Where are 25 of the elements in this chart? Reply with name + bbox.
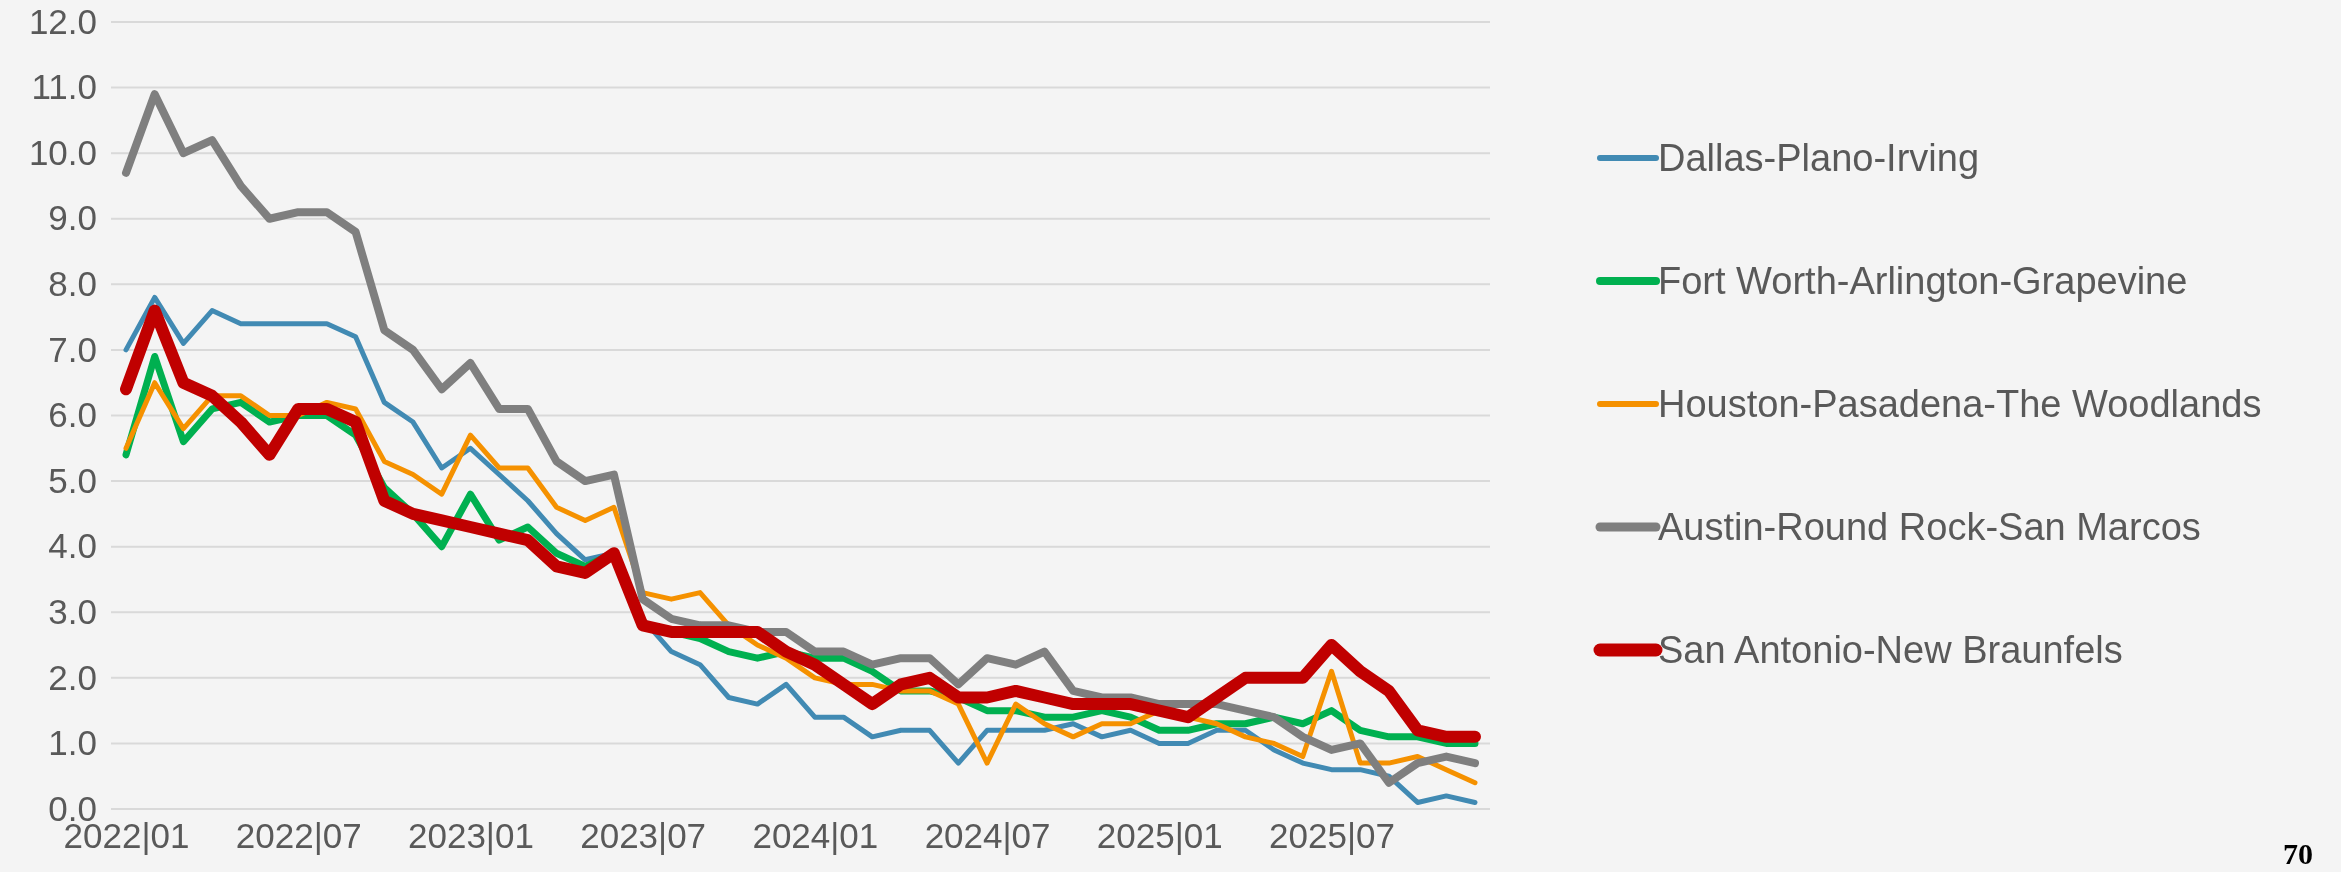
y-tick-label: 11.0	[31, 67, 97, 107]
y-tick-label: 7.0	[48, 329, 97, 369]
x-tick-label: 2022|07	[235, 815, 362, 855]
x-tick-label: 2023|01	[407, 815, 534, 855]
y-tick-label: 6.0	[48, 395, 97, 435]
legend-label: Fort Worth-Arlington-Grapevine	[1658, 260, 2188, 303]
legend-label: Austin-Round Rock-San Marcos	[1658, 506, 2201, 549]
y-tick-label: 9.0	[48, 198, 97, 238]
x-tick-label: 2024|07	[924, 815, 1051, 855]
y-tick-label: 12.0	[28, 1, 97, 41]
y-tick-label: 5.0	[48, 460, 97, 500]
text: 70	[2283, 837, 2313, 870]
legend-label: Houston-Pasadena-The Woodlands	[1658, 383, 2262, 426]
x-tick-label: 2025|01	[1096, 815, 1223, 855]
y-tick-label: 1.0	[48, 723, 97, 763]
y-tick-label: 8.0	[48, 264, 97, 304]
x-tick-label: 2024|01	[752, 815, 879, 855]
legend-label: Dallas-Plano-Irving	[1658, 137, 1980, 180]
legend-label: San Antonio-New Braunfels	[1658, 629, 2123, 672]
y-tick-label: 3.0	[48, 591, 97, 631]
y-tick-label: 2.0	[48, 657, 97, 697]
x-tick-label: 2023|07	[580, 815, 707, 855]
y-tick-label: 10.0	[28, 132, 97, 172]
x-tick-label: 2025|07	[1269, 815, 1395, 855]
y-tick-label: 4.0	[48, 526, 97, 566]
